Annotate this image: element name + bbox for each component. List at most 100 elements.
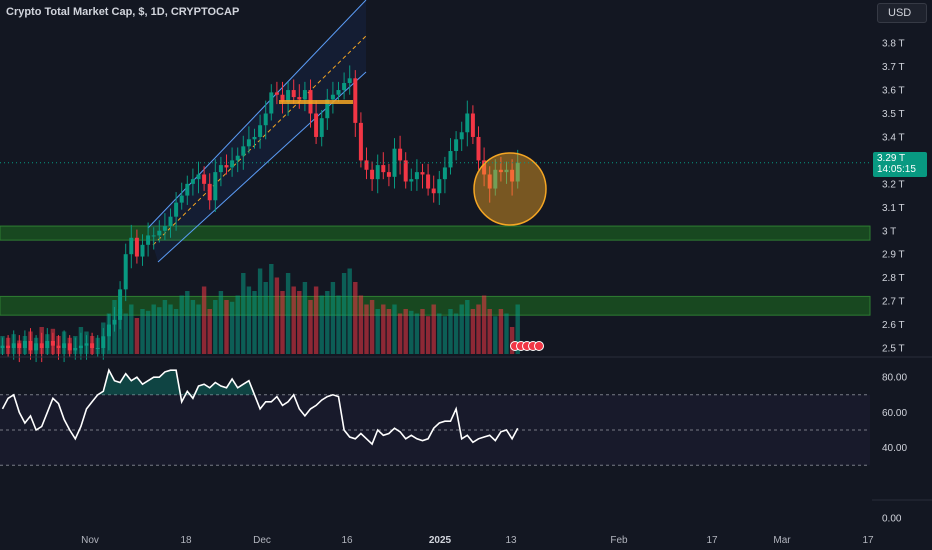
channel-upper-line: [147, 0, 367, 229]
candle-body: [353, 78, 358, 123]
candle-body: [17, 343, 22, 348]
volume-bar: [308, 300, 313, 354]
volume-bar: [476, 304, 481, 354]
volume-bar: [403, 309, 408, 354]
volume-bar: [470, 309, 476, 354]
candle-body: [246, 139, 251, 147]
volume-bar: [493, 316, 498, 354]
volume-bar: [448, 309, 453, 354]
volume-bar: [509, 327, 515, 354]
volume-bar: [325, 291, 330, 354]
candle-body: [364, 160, 369, 170]
currency-button[interactable]: USD: [877, 3, 927, 23]
rsi-overbought-fill: [2, 370, 518, 395]
rsi-line: [1, 368, 519, 446]
candle-body: [213, 172, 218, 201]
volume-bar: [224, 300, 229, 354]
candle-body: [190, 179, 195, 184]
candle-body: [302, 90, 307, 100]
volume-bar: [330, 282, 336, 354]
candle-body: [39, 343, 44, 348]
volume-bar: [134, 318, 140, 354]
price-tick-label: 2.7 T: [882, 297, 905, 308]
candle-body: [235, 155, 240, 161]
volume-bar: [229, 301, 235, 354]
candle-body: [465, 113, 470, 133]
candle-body: [28, 340, 33, 351]
candle-body: [386, 172, 391, 177]
candle-body: [325, 99, 330, 119]
candle-body: [196, 174, 201, 180]
rsi-tick-label: 40.00: [882, 443, 907, 454]
volume-bar: [179, 295, 184, 354]
candle-body: [56, 345, 61, 348]
volume-bar: [381, 304, 386, 354]
candle-body: [78, 345, 83, 348]
volume-bar: [129, 304, 134, 354]
axes: 3.8 T 3.7 T 3.6 T 3.5 T 3.4 T 3.2 T 3.1 T 3 T 2.…: [0, 39, 932, 546]
last-price-value: 3.29 T: [877, 153, 906, 164]
candle-body: [482, 160, 487, 175]
candle-body: [202, 174, 207, 184]
channel-median-line: [152, 35, 367, 246]
candle-body: [286, 90, 291, 102]
volume-bar: [409, 310, 414, 354]
volume-bar: [465, 300, 470, 354]
volume-bar: [347, 268, 352, 354]
annotations: [0, 100, 870, 351]
volume-bar: [487, 309, 492, 354]
candle-body: [319, 118, 324, 137]
volume-bar: [504, 313, 509, 354]
volume-bar: [190, 300, 196, 354]
volume-bar: [515, 304, 520, 354]
trend-channel: [147, 0, 367, 263]
candle-body: [157, 230, 162, 236]
candle-body: [185, 183, 190, 196]
volume-bar: [117, 309, 123, 354]
price-tick-label: 3 T: [882, 226, 896, 237]
volume-bar: [425, 316, 431, 354]
volume-bar: [241, 273, 246, 354]
candle-body: [476, 136, 481, 161]
support-zone-1: [0, 225, 871, 241]
candle-body: [67, 343, 72, 351]
candle-body: [414, 172, 419, 180]
volume-bar: [291, 286, 296, 354]
volume-bar: [145, 310, 151, 354]
volume-bar: [386, 309, 392, 354]
candle-body: [280, 94, 285, 102]
volume-bar: [157, 307, 162, 354]
candle-body: [140, 244, 145, 257]
price-tick-label: 2.6 T: [882, 320, 905, 331]
candle-body: [375, 165, 380, 180]
volume-bar: [274, 277, 280, 354]
price-tick-label: 3.1 T: [882, 203, 905, 214]
volume-bar: [319, 295, 324, 354]
price-tick-label: 2.5 T: [882, 344, 905, 355]
candle-body: [101, 336, 106, 348]
candle-body: [118, 289, 123, 320]
volume-bar: [353, 282, 358, 354]
volume-bar: [213, 300, 218, 354]
candle-body: [291, 90, 296, 98]
candle-body: [510, 169, 515, 182]
volume-bar: [459, 304, 464, 354]
time-tick-label: Dec: [253, 535, 271, 546]
candle-body: [123, 254, 128, 290]
candle-body: [459, 132, 464, 140]
candle-body: [22, 340, 27, 348]
candle-body: [168, 216, 173, 227]
candle-body: [258, 125, 263, 137]
candle-body: [336, 90, 341, 95]
candle-body: [274, 92, 279, 95]
candle-body: [263, 113, 268, 126]
volume-bar: [285, 273, 291, 354]
time-tick-label: Feb: [610, 535, 628, 546]
candle-body: [442, 167, 447, 180]
candle-body: [392, 148, 397, 177]
volume-bar: [168, 304, 173, 354]
candle-body: [398, 148, 403, 161]
price-tick-label: 2.8 T: [882, 273, 905, 284]
volume-bar: [498, 309, 504, 354]
